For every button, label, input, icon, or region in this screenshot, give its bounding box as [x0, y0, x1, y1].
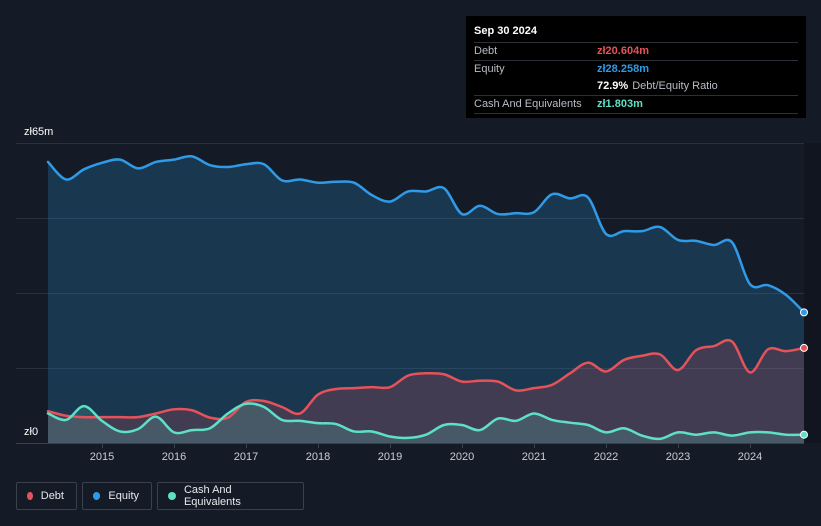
debt-line [46, 338, 806, 421]
tooltip-ratio-value: 72.9% [597, 80, 629, 92]
legend-debt-label: Debt [40, 490, 64, 502]
cash-endpoint-marker [800, 430, 808, 439]
x-tick-label: 2018 [306, 451, 330, 463]
x-tick-label: 2022 [594, 451, 618, 463]
debt-endpoint-marker [800, 343, 808, 352]
cash-area [48, 403, 804, 443]
cash-line [46, 402, 806, 441]
series-lines [46, 154, 806, 441]
x-tick-label: 2017 [234, 451, 258, 463]
debt-area [48, 340, 804, 443]
tooltip-ratio-label: Debt/Equity Ratio [632, 80, 718, 92]
tooltip-equity-row: Equity zł28.258m [474, 60, 798, 78]
debt-legend-dot [27, 492, 33, 500]
tooltip-date: Sep 30 2024 [474, 25, 537, 37]
equity-line [46, 154, 806, 314]
tooltip-ratio-row: 72.9% Debt/Equity Ratio [474, 78, 798, 95]
cash-legend-dot [168, 492, 176, 500]
x-tick-label: 2019 [378, 451, 402, 463]
tooltip-debt-row: Debt zł20.604m [474, 42, 798, 60]
tooltip-cash-value: zł1.803m [597, 98, 643, 110]
tooltip-debt-label: Debt [474, 45, 498, 57]
series-endpoints [800, 308, 808, 439]
tooltip-cash-label: Cash And Equivalents [474, 98, 582, 110]
x-tick-label: 2024 [738, 451, 762, 463]
x-tick-label: 2020 [450, 451, 474, 463]
tooltip-equity-value: zł28.258m [597, 63, 649, 75]
x-tick-label: 2021 [522, 451, 546, 463]
legend-item-equity[interactable]: Equity [82, 482, 152, 510]
legend-equity-label: Equity [108, 490, 139, 502]
equity-legend-dot [93, 492, 101, 500]
legend-item-cash[interactable]: Cash And Equivalents [157, 482, 304, 510]
future-region [804, 143, 821, 443]
tooltip-cash-row: Cash And Equivalents zł1.803m [474, 95, 798, 114]
tooltip-equity-label: Equity [474, 63, 505, 75]
x-tick-label: 2023 [666, 451, 690, 463]
y-axis-max-label: zł65m [24, 126, 53, 138]
gridlines [16, 143, 804, 444]
legend-item-debt[interactable]: Debt [16, 482, 77, 510]
y-axis-min-label: zł0 [24, 426, 38, 438]
equity-endpoint-marker [800, 308, 808, 317]
series-areas [48, 156, 804, 444]
x-tick-label: 2015 [90, 451, 114, 463]
tooltip-panel: Sep 30 2024 Debt zł20.604m Equity zł28.2… [466, 16, 806, 118]
legend-cash-label: Cash And Equivalents [183, 484, 241, 508]
tooltip-debt-value: zł20.604m [597, 45, 649, 57]
x-tick-label: 2016 [162, 451, 186, 463]
x-axis-ticks: 2015 2016 2017 2018 2019 2020 2021 2022 2023 2024 [90, 443, 762, 463]
equity-area [48, 156, 804, 444]
